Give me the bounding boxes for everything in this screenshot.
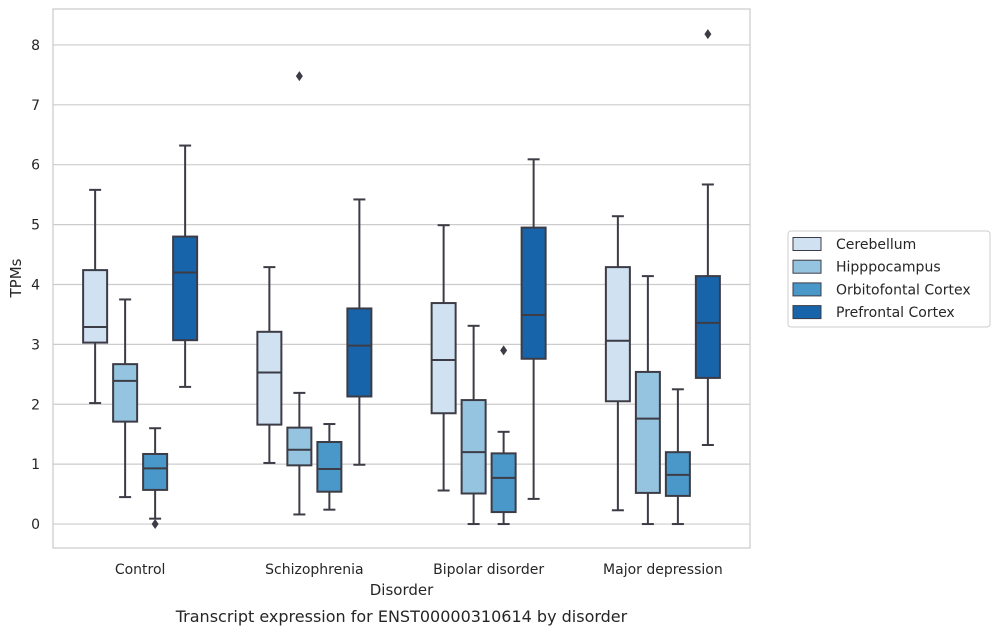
iqr-box: [256, 330, 283, 426]
iqr-box: [604, 266, 631, 403]
box-prefrontal-cortex: [520, 158, 547, 500]
legend: Cerebellum Hipppocampus Orbitofontal Corte…: [787, 230, 991, 328]
iqr-box: [520, 226, 547, 360]
iqr-box: [142, 452, 169, 491]
y-tick-label: 5: [31, 218, 40, 234]
iqr-box: [634, 370, 661, 494]
legend-label: Prefrontal Cortex: [836, 305, 955, 321]
legend-swatch: [792, 282, 822, 297]
legend-swatch: [792, 305, 822, 320]
box-cerebellum: [256, 266, 283, 464]
box-orbitofontal-cortex: [490, 345, 517, 526]
iqr-box: [316, 440, 343, 493]
y-tick-label: 3: [31, 337, 40, 353]
box-prefrontal-cortex: [346, 198, 373, 466]
y-tick-label: 2: [31, 397, 40, 413]
legend-swatch: [792, 259, 822, 274]
y-axis-label: TPMs: [7, 258, 25, 298]
y-tick-label: 0: [31, 517, 40, 533]
gridlines: [53, 44, 750, 525]
outlier-point: [500, 345, 508, 356]
x-tick-label: Bipolar disorder: [433, 562, 544, 578]
box-hipppocampus: [634, 275, 661, 526]
y-tick-labels: 0 1 2 3 4 5 6 7 8: [31, 38, 40, 533]
box-hipppocampus: [286, 71, 313, 516]
box-prefrontal-cortex: [694, 29, 721, 446]
iqr-box: [346, 307, 373, 398]
box-hipppocampus: [112, 298, 139, 499]
x-tick-labels: Control Schizophrenia Bipolar disorder Majo…: [115, 562, 723, 578]
iqr-box: [82, 269, 109, 344]
iqr-box: [694, 275, 721, 379]
box-orbitofontal-cortex: [316, 423, 343, 511]
boxes: [82, 29, 721, 530]
legend-frame: [787, 230, 991, 328]
legend-label: Orbitofontal Cortex: [836, 282, 971, 298]
legend-swatch: [792, 237, 822, 251]
box-prefrontal-cortex: [172, 144, 199, 388]
box-cerebellum: [604, 215, 631, 512]
iqr-box: [490, 452, 517, 514]
y-tick-label: 1: [31, 457, 40, 473]
legend-label: Cerebellum: [836, 237, 916, 253]
y-tick-label: 6: [31, 158, 40, 174]
iqr-box: [286, 426, 313, 467]
iqr-box: [460, 399, 487, 495]
iqr-box: [430, 302, 457, 415]
box-cerebellum: [82, 188, 109, 405]
chart-caption: Transcript expression for ENST0000031061…: [175, 607, 628, 626]
outlier-point: [151, 519, 159, 530]
iqr-box: [112, 363, 139, 423]
x-tick-label: Control: [115, 562, 166, 578]
y-tick-label: 4: [31, 277, 40, 293]
box-orbitofontal-cortex: [142, 427, 169, 530]
outlier-point: [295, 71, 303, 82]
box-orbitofontal-cortex: [664, 388, 691, 526]
x-tick-label: Major depression: [603, 562, 723, 578]
box-hipppocampus: [460, 324, 487, 526]
iqr-box: [172, 235, 199, 342]
x-tick-label: Schizophrenia: [265, 562, 363, 578]
y-tick-label: 7: [31, 98, 40, 114]
y-tick-label: 8: [31, 38, 40, 54]
plot-frame: [52, 8, 751, 549]
outlier-point: [704, 29, 712, 40]
box-cerebellum: [430, 224, 457, 492]
legend-label: Hipppocampus: [836, 260, 941, 276]
x-axis-label: Disorder: [370, 581, 434, 599]
